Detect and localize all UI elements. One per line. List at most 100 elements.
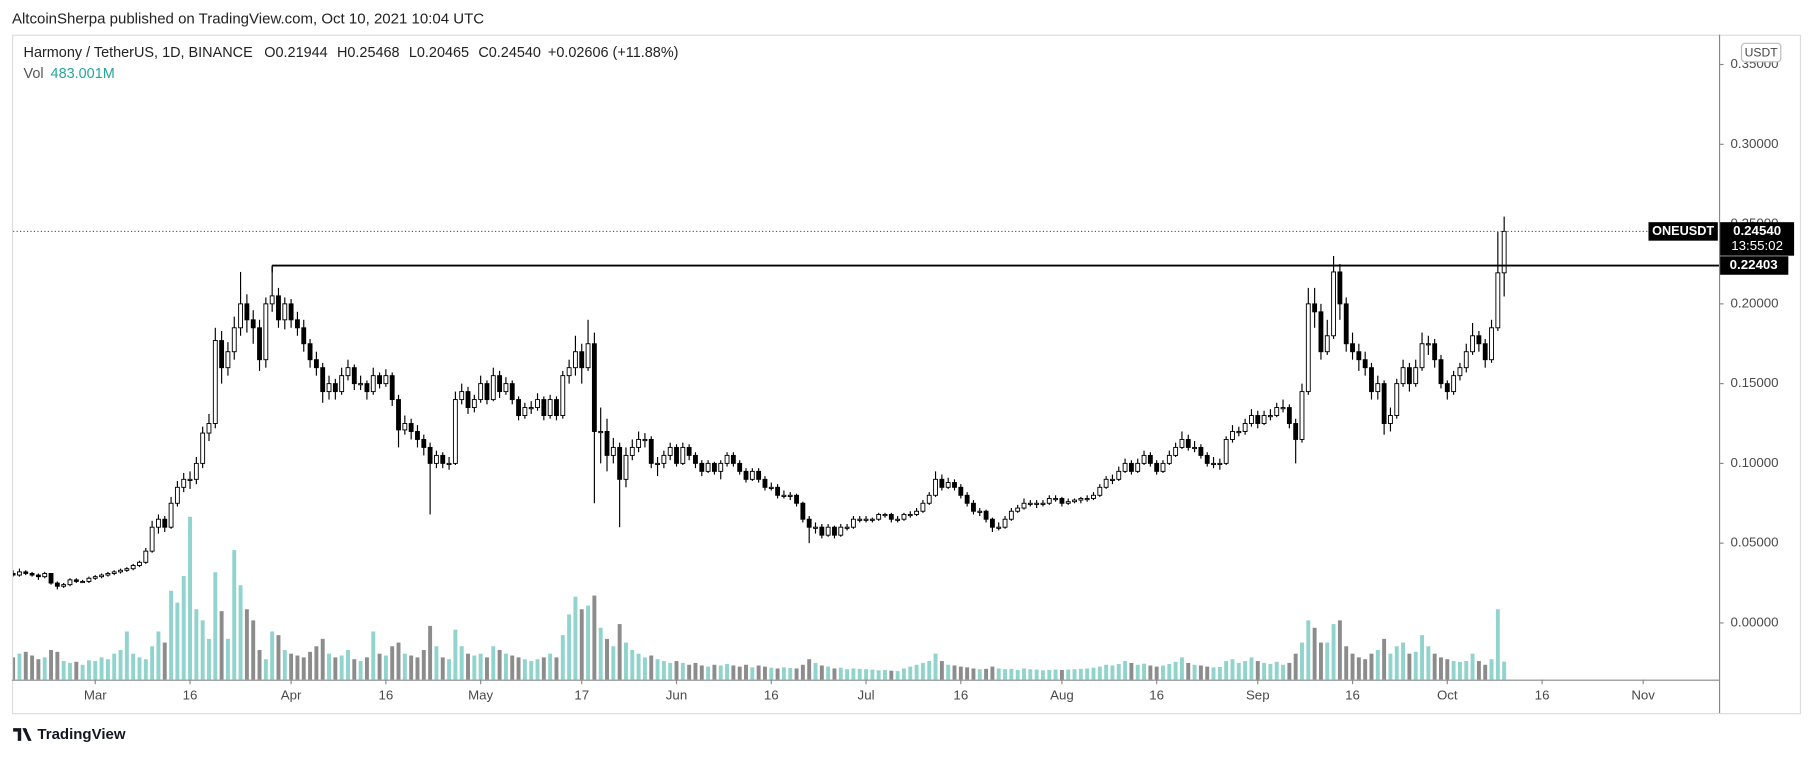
- volume-bar: [383, 655, 388, 680]
- candle-body: [200, 432, 206, 464]
- candle-body: [730, 454, 736, 464]
- candle-body: [1249, 415, 1254, 424]
- volume-bar: [17, 653, 22, 680]
- volume-bar: [554, 657, 559, 680]
- volume-bar: [857, 668, 862, 680]
- y-tick-label: 0.10000: [1731, 455, 1779, 470]
- candle-body: [364, 383, 370, 393]
- candle-body: [756, 470, 762, 480]
- candle-body: [825, 526, 831, 536]
- candle-body: [806, 518, 812, 528]
- volume-bar: [497, 649, 502, 680]
- volume-bar: [364, 657, 369, 680]
- volume-bar: [781, 667, 786, 680]
- volume-bar: [624, 642, 628, 680]
- volume-bar: [421, 649, 426, 680]
- candle-body: [718, 462, 724, 472]
- x-tick-label: 16: [378, 687, 393, 702]
- candle-body: [1375, 383, 1381, 393]
- legend-line: Harmony / TetherUS, 1D, BINANCE O0.21944 H…: [24, 45, 679, 61]
- candle-body: [661, 454, 667, 464]
- candle-body: [1261, 415, 1267, 424]
- volume-bar: [1420, 635, 1424, 680]
- x-tick-label: Oct: [1437, 687, 1458, 702]
- candle-body: [566, 367, 572, 377]
- candle-body: [1116, 470, 1122, 480]
- volume-bar: [188, 516, 192, 680]
- volume-bar: [61, 661, 66, 680]
- candle-body: [212, 340, 218, 424]
- volume-bar: [845, 669, 850, 680]
- volume-bar: [1451, 661, 1456, 680]
- candle-body: [1135, 462, 1141, 472]
- candle-body: [459, 391, 465, 401]
- candle-body: [1072, 499, 1077, 503]
- volume-bar: [1495, 609, 1500, 680]
- candle-body: [914, 510, 920, 515]
- candle-body: [541, 399, 547, 416]
- candle-body: [1362, 359, 1368, 369]
- candle-body: [1122, 462, 1128, 472]
- candle-body: [1470, 335, 1475, 353]
- candle-body: [1103, 478, 1109, 488]
- candle-body: [484, 383, 490, 401]
- volume-bar: [23, 651, 28, 680]
- volume-bar: [93, 661, 98, 680]
- candle-body: [610, 446, 616, 456]
- volume-bar: [99, 657, 104, 680]
- candle-body: [67, 579, 73, 586]
- candle-body: [585, 343, 591, 369]
- candle-body: [604, 431, 610, 456]
- volume-bar: [232, 550, 237, 680]
- candle-body: [396, 399, 401, 431]
- candle-body: [42, 573, 48, 578]
- candle-body: [749, 470, 755, 480]
- volume-bar: [339, 655, 344, 680]
- candle-body: [288, 303, 294, 321]
- volume-bar: [1356, 657, 1361, 680]
- volume-bar: [971, 668, 976, 680]
- volume-bar: [586, 605, 591, 680]
- volume-bar: [1344, 646, 1349, 680]
- candle-body: [1388, 415, 1393, 424]
- volume-bar: [472, 655, 477, 680]
- candle-body: [964, 494, 970, 504]
- candle-body: [1350, 343, 1355, 353]
- candle-body: [933, 478, 938, 496]
- candle-body: [1078, 498, 1084, 501]
- volume-bar: [1243, 661, 1248, 680]
- volume-bar: [314, 646, 319, 680]
- candle-body: [370, 375, 376, 393]
- ohlc-value: 0.24540: [489, 45, 541, 61]
- volume-bar: [1281, 664, 1285, 680]
- candle-body: [162, 518, 168, 528]
- candle-body: [882, 513, 888, 517]
- volume-bar: [1066, 669, 1071, 680]
- volume-bar: [289, 653, 294, 680]
- candle-body: [1141, 454, 1147, 464]
- candle-body: [1343, 303, 1349, 345]
- candle-body: [1097, 486, 1103, 496]
- candle-body: [642, 438, 648, 442]
- volume-bar: [699, 665, 704, 680]
- volume-bar: [731, 665, 736, 680]
- candle-body: [80, 580, 86, 584]
- volume-bar: [674, 661, 679, 680]
- volume-bar: [1337, 620, 1342, 680]
- volume-bar: [1028, 669, 1033, 680]
- volume-bar: [295, 655, 300, 680]
- volume-bar: [105, 659, 110, 680]
- candle-body: [276, 295, 281, 321]
- volume-bar: [207, 638, 211, 680]
- volume-bar: [377, 653, 382, 680]
- candle-body: [1394, 383, 1400, 416]
- logo-mark: [13, 728, 32, 741]
- candle-body: [1495, 272, 1501, 329]
- candle-body: [1293, 423, 1299, 440]
- volume-bar: [952, 665, 957, 680]
- countdown: 13:55:02: [1731, 238, 1783, 253]
- volume-bar: [1350, 653, 1355, 680]
- volume-bar: [870, 669, 875, 680]
- candle-body: [674, 446, 679, 464]
